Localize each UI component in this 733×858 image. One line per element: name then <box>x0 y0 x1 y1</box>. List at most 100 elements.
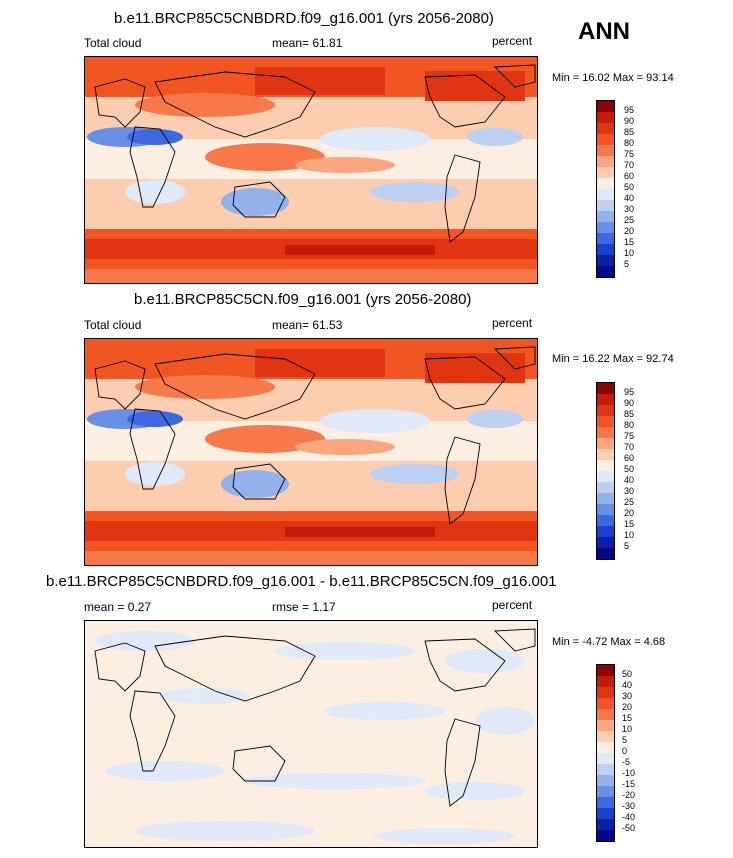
panel-2-colorbar-swatch <box>597 504 614 515</box>
panel-1-colorbar-swatch <box>597 233 614 244</box>
panel-2-colorbar-tick: 15 <box>624 519 635 529</box>
panel-2-colorbar-swatch <box>597 482 614 493</box>
panel-2-units-label: percent <box>492 316 533 330</box>
panel-2-map <box>84 338 538 566</box>
panel-2-colorbar-swatch <box>597 416 614 427</box>
panel-3-colorbar-tick: 40 <box>622 680 633 690</box>
panel-3-rmse-label: rmse = 1.17 <box>272 600 336 614</box>
panel-3-colorbar-tick: 0 <box>622 746 628 756</box>
panel-3-colorbar-tick: -20 <box>622 790 636 800</box>
panel-1-colorbar-swatch <box>597 112 614 123</box>
panel-1-colorbar-swatch <box>597 123 614 134</box>
panel-2-colorbar-swatch <box>597 537 614 548</box>
panel-3-colorbar-swatch <box>597 665 614 676</box>
panel-1-colorbar-swatch <box>597 156 614 167</box>
panel-3-colorbar-swatch <box>597 742 614 753</box>
panel-1-mean-label: mean= 61.81 <box>272 36 343 50</box>
panel-2-colorbar-swatch <box>597 471 614 482</box>
panel-2-colorbar-tick: 90 <box>624 398 635 408</box>
panel-1-colorbar-swatch <box>597 211 614 222</box>
panel-2-minmax: Min = 16.22 Max = 92.74 <box>552 353 674 365</box>
panel-3-units-label: percent <box>492 598 533 612</box>
panel-3-colorbar-swatch <box>597 709 614 720</box>
panel-1-colorbar-tick: 10 <box>624 248 635 258</box>
panel-2-colorbar-tick: 50 <box>624 464 635 474</box>
panel-3-colorbar-tick: 15 <box>622 713 633 723</box>
panel-3-colorbar-ticks: 50 40 30 20 15 10 5 0 -5 -10 -15 -20 -30… <box>622 664 652 840</box>
panel-3-colorbar-swatch <box>597 698 614 709</box>
panel-3-colorbar-swatch <box>597 830 614 841</box>
panel-3-colorbar-swatch <box>597 819 614 830</box>
panel-2-colorbar-tick: 10 <box>624 530 635 540</box>
panel-2-variable-label: Total cloud <box>84 318 142 332</box>
panel-1-minmax: Min = 16.02 Max = 93.14 <box>552 72 674 84</box>
panel-1-colorbar-tick: 5 <box>624 259 630 269</box>
panel-1-colorbar-tick: 90 <box>624 116 635 126</box>
panel-2-cloud-field <box>85 339 537 565</box>
panel-1-colorbar <box>596 100 615 278</box>
panel-2-colorbar-swatch <box>597 515 614 526</box>
panel-2-colorbar-tick: 80 <box>624 420 635 430</box>
panel-1-title: b.e11.BRCP85C5CNBDRD.f09_g16.001 (yrs 20… <box>114 10 494 27</box>
panel-3-colorbar-tick: -30 <box>622 801 636 811</box>
panel-3-colorbar-tick: -5 <box>622 757 631 767</box>
panel-1-colorbar-swatch <box>597 200 614 211</box>
panel-2-colorbar-swatch <box>597 526 614 537</box>
panel-1-colorbar-tick: 50 <box>624 182 635 192</box>
panel-2-mean-label: mean= 61.53 <box>272 318 343 332</box>
panel-2-colorbar-tick: 60 <box>624 453 635 463</box>
panel-1-colorbar-tick: 30 <box>624 204 635 214</box>
panel-3-colorbar-swatch <box>597 786 614 797</box>
panel-2-colorbar-swatch <box>597 405 614 416</box>
panel-2-colorbar-swatch <box>597 394 614 405</box>
panel-2-colorbar-swatch <box>597 383 614 394</box>
panel-1-colorbar-swatch <box>597 266 614 277</box>
panel-3-colorbar-tick: -15 <box>622 779 636 789</box>
panel-1-units-label: percent <box>492 34 533 48</box>
panel-2-colorbar-tick: 40 <box>624 475 635 485</box>
panel-2-colorbar-swatch <box>597 460 614 471</box>
panel-1-colorbar-swatch <box>597 244 614 255</box>
panel-1-colorbar-tick: 40 <box>624 193 635 203</box>
panel-2-colorbar-swatch <box>597 427 614 438</box>
panel-1-colorbar-ticks: 95 90 85 80 75 70 60 50 40 30 25 20 15 1… <box>624 100 654 276</box>
panel-3-colorbar-tick: -10 <box>622 768 636 778</box>
panel-2-colorbar-tick: 30 <box>624 486 635 496</box>
panel-3-colorbar <box>596 664 615 842</box>
panel-1-colorbar-swatch <box>597 134 614 145</box>
panel-3-colorbar-tick: 5 <box>622 735 628 745</box>
panel-2-colorbar-tick: 70 <box>624 442 635 452</box>
panel-3-colorbar-tick: 10 <box>622 724 633 734</box>
panel-1-colorbar-swatch <box>597 178 614 189</box>
panel-1-colorbar-swatch <box>597 167 614 178</box>
panel-1-colorbar-tick: 70 <box>624 160 635 170</box>
panel-2-colorbar-swatch <box>597 493 614 504</box>
panel-3-colorbar-swatch <box>597 720 614 731</box>
panel-1-colorbar-tick: 85 <box>624 127 635 137</box>
panel-2-colorbar-tick: 85 <box>624 409 635 419</box>
panel-3-title: b.e11.BRCP85C5CNBDRD.f09_g16.001 - b.e11… <box>46 573 557 590</box>
panel-3-minmax: Min = -4.72 Max = 4.68 <box>552 636 666 648</box>
panel-2-colorbar-swatch <box>597 449 614 460</box>
panel-1-colorbar-tick: 25 <box>624 215 635 225</box>
panel-3-colorbar-swatch <box>597 753 614 764</box>
panel-2-colorbar-swatch <box>597 438 614 449</box>
panel-2-title: b.e11.BRCP85C5CN.f09_g16.001 (yrs 2056-2… <box>134 291 472 308</box>
panel-1-colorbar-swatch <box>597 101 614 112</box>
panel-1-variable-label: Total cloud <box>84 36 142 50</box>
panel-3-colorbar-tick: -50 <box>622 823 636 833</box>
panel-3-colorbar-swatch <box>597 808 614 819</box>
panel-3-difference-field <box>85 621 537 847</box>
panel-1-colorbar-swatch <box>597 145 614 156</box>
panel-2-colorbar-swatch <box>597 548 614 559</box>
panel-3-colorbar-swatch <box>597 731 614 742</box>
panel-1-colorbar-swatch <box>597 189 614 200</box>
panel-3-colorbar-tick: 50 <box>622 669 633 679</box>
panel-2-colorbar-tick: 75 <box>624 431 635 441</box>
panel-2-colorbar-tick: 25 <box>624 497 635 507</box>
panel-1-colorbar-tick: 15 <box>624 237 635 247</box>
panel-2-colorbar <box>596 382 615 560</box>
panel-3-colorbar-tick: -40 <box>622 812 636 822</box>
panel-3-mean-label: mean = 0.27 <box>84 600 152 614</box>
panel-1-cloud-field <box>85 57 537 283</box>
